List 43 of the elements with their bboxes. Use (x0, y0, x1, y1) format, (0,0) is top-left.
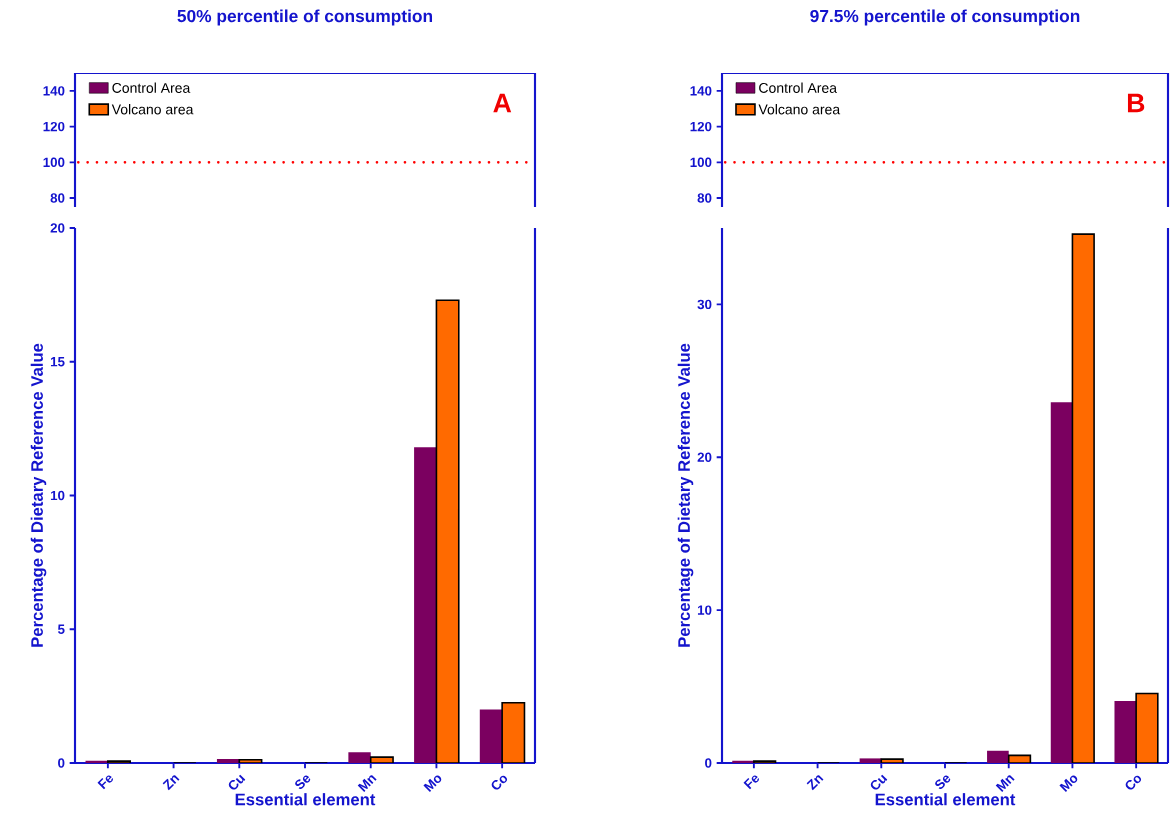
y-tick-label: 80 (50, 193, 65, 203)
x-tick-label: Cu (870, 774, 888, 790)
x-tick-label: Zn (162, 775, 180, 791)
x-tick-label: Mn (357, 775, 377, 792)
x-tick-label: Fe (743, 775, 759, 790)
y-axis-title: Percentage of Dietary Reference Value (677, 343, 694, 647)
y-tick-label: 80 (697, 193, 712, 203)
y-tick-label: 0 (58, 758, 65, 768)
x-axis-title: Essential element (875, 793, 1016, 806)
y-axis-title: Percentage of Dietary Reference Value (30, 343, 47, 647)
x-tick-label: Fe (97, 775, 113, 790)
y-tick-label: 20 (50, 223, 65, 233)
y-tick-label: 120 (43, 121, 65, 132)
legend-label: Control Area (112, 82, 191, 93)
x-tick-label: Mo (423, 775, 442, 792)
annotation: A (493, 93, 512, 113)
y-tick-label: 100 (690, 157, 712, 168)
y-tick-label: 15 (50, 357, 65, 367)
x-tick-label: Mo (1059, 775, 1078, 792)
x-tick-label: Co (1125, 775, 1142, 790)
y-tick-label: 0 (705, 758, 712, 768)
x-axis-title: Essential element (235, 793, 376, 806)
y-tick-label: 100 (43, 157, 65, 168)
y-tick-label: 140 (690, 86, 712, 96)
y-tick-label: 5 (57, 624, 65, 634)
chart-title: 97.5% percentile of consumption (810, 9, 1080, 26)
y-tick-label: 10 (50, 490, 65, 501)
x-tick-label: Se (295, 775, 311, 790)
legend-label: Control Area (759, 82, 837, 93)
y-tick-label: 10 (697, 605, 712, 615)
y-tick-label: 20 (697, 452, 712, 462)
x-tick-label: Se (935, 775, 951, 790)
chart-title: 50% percentile of consumption (177, 9, 433, 26)
x-tick-label: Cu (228, 774, 246, 790)
y-tick-label: 140 (43, 86, 65, 96)
annotation: B (1127, 93, 1145, 113)
x-tick-label: Mn (995, 775, 1015, 792)
y-tick-label: 120 (690, 121, 712, 132)
legend-label: Volcano area (111, 104, 194, 115)
y-tick-label: 30 (697, 299, 712, 310)
legend-label: Volcano area (758, 104, 841, 115)
x-tick-label: Co (491, 775, 508, 790)
x-tick-label: Zn (806, 775, 824, 791)
